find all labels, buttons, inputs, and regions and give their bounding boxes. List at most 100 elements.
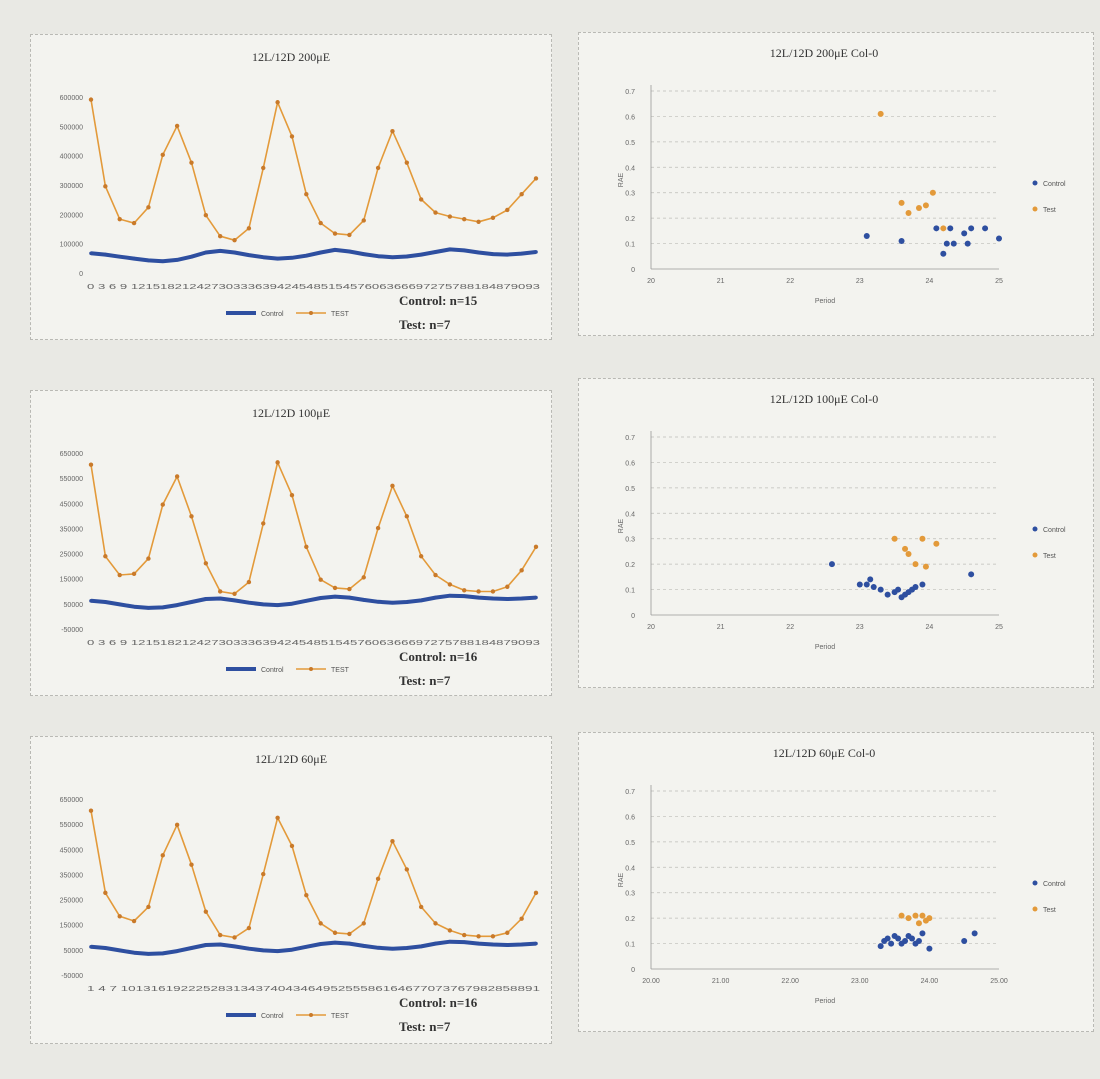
data-point-control	[462, 594, 467, 598]
data-point-test	[490, 589, 496, 594]
y-tick-label: 0.5	[625, 140, 635, 147]
legend-dot-test	[1032, 906, 1038, 912]
data-point-test	[404, 514, 410, 519]
y-tick-label: 650000	[60, 797, 83, 804]
y-tick-label: 500000	[60, 124, 83, 131]
line-chart-100-svg: 12L/12D 100μE 650000 550000 450000 350000 250…	[60, 406, 541, 688]
data-point-test	[902, 545, 909, 552]
data-point-control	[863, 232, 870, 239]
data-point-test	[505, 584, 510, 589]
data-point-test	[390, 128, 395, 134]
data-point-control	[347, 595, 352, 600]
y-tick-label: 0.1	[625, 588, 635, 595]
legend-label-control: Control	[261, 1013, 284, 1020]
annotation-test-n: Test: n=7	[399, 673, 451, 688]
data-point-control	[433, 595, 438, 600]
data-point-control	[912, 584, 919, 591]
y-tick-label: 0.6	[625, 460, 635, 467]
legend-label-control: Control	[1043, 181, 1066, 188]
data-point-test	[915, 204, 922, 211]
x-tick-label: 22.00	[781, 978, 799, 985]
data-point-control	[304, 945, 309, 949]
scatter-chart-60-svg: 12L/12D 60μE Col-0 0 0.1 0.2 0.3 0.4 0.5 0.6 0.7…	[618, 746, 1066, 1005]
data-point-test	[447, 582, 453, 587]
data-point-control	[856, 581, 863, 588]
data-point-test	[476, 219, 481, 224]
x-tick-label: 25.00	[990, 978, 1008, 985]
data-point-control	[926, 945, 933, 952]
x-tick-labels: 0 3 6 9 12151821242730333639424548515457…	[87, 640, 540, 647]
data-point-control	[390, 600, 395, 605]
data-point-control	[175, 603, 179, 607]
y-tick-label: 450000	[60, 501, 83, 508]
legend-dot-control	[1032, 526, 1038, 532]
data-point-control	[895, 586, 902, 593]
y-tick-label: 250000	[60, 898, 83, 905]
y-tick-label: 0	[631, 613, 635, 620]
data-point-control	[347, 941, 352, 946]
data-point-control	[433, 941, 438, 946]
data-point-test	[905, 915, 912, 922]
y-tick-label: -50000	[61, 973, 83, 980]
x-tick-label: 23	[856, 624, 864, 631]
data-point-control	[132, 950, 136, 955]
data-point-test	[447, 214, 453, 219]
series-line-test	[90, 99, 537, 241]
data-point-control	[304, 599, 309, 603]
data-point-control	[247, 600, 251, 605]
data-point-test	[160, 853, 165, 858]
data-point-control	[333, 594, 337, 599]
data-point-test	[912, 912, 919, 919]
data-point-control	[895, 935, 902, 942]
legend-dot-control	[1032, 880, 1038, 886]
data-point-control	[863, 581, 870, 588]
y-tick-label: 0.4	[625, 865, 635, 872]
data-point-test	[332, 231, 338, 236]
x-tick-label: 20.00	[642, 978, 660, 985]
data-point-control	[476, 595, 481, 600]
y-tick-label: 250000	[60, 552, 83, 559]
scatter-chart-100-svg: 12L/12D 100μE Col-0 0 0.1 0.2 0.3 0.4 0.5 0.6 0.…	[618, 392, 1066, 651]
data-point-control	[884, 591, 891, 598]
legend-label-control: Control	[261, 667, 284, 674]
y-tick-label: 50000	[64, 948, 84, 955]
data-point-control	[433, 250, 438, 254]
data-point-test	[318, 921, 323, 926]
data-point-control	[870, 584, 877, 591]
data-point-test	[203, 909, 209, 914]
data-point-test	[304, 893, 309, 898]
data-point-control	[189, 254, 194, 259]
data-point-test	[160, 152, 165, 157]
data-point-control	[534, 595, 538, 600]
data-point-test	[103, 184, 108, 189]
annotation-control-n: Control: n=15	[399, 293, 478, 308]
data-point-control	[919, 930, 926, 937]
data-point-control	[361, 944, 366, 948]
data-point-control	[462, 940, 467, 944]
scatter-chart-200: 12L/12D 200μE Col-0 0 0.1 0.2 0.3 0.4 0.5 0.6 0.…	[578, 32, 1094, 336]
data-point-control	[89, 251, 93, 256]
data-point-test	[905, 210, 912, 217]
data-point-test	[433, 572, 438, 578]
data-point-control	[247, 946, 251, 951]
data-point-test	[505, 207, 510, 213]
data-point-test	[203, 213, 209, 218]
legend-label-control: Control	[261, 311, 284, 318]
data-point-test	[418, 197, 424, 202]
data-point-control	[160, 605, 165, 610]
y-tick-label: 550000	[60, 476, 83, 483]
data-point-test	[375, 525, 381, 531]
data-point-test	[289, 843, 295, 849]
annotation-test-n: Test: n=7	[399, 317, 451, 332]
x-tick-label: 22	[786, 624, 794, 631]
data-point-control	[89, 599, 93, 603]
data-point-test	[361, 218, 366, 223]
data-point-test	[447, 928, 453, 933]
data-point-test	[332, 930, 338, 935]
data-point-test	[347, 931, 352, 937]
x-axis-label: Period	[815, 998, 835, 1005]
data-point-test	[533, 544, 539, 550]
x-tick-label: 21	[717, 624, 725, 631]
data-point-control	[318, 942, 323, 946]
data-point-test	[103, 890, 108, 896]
